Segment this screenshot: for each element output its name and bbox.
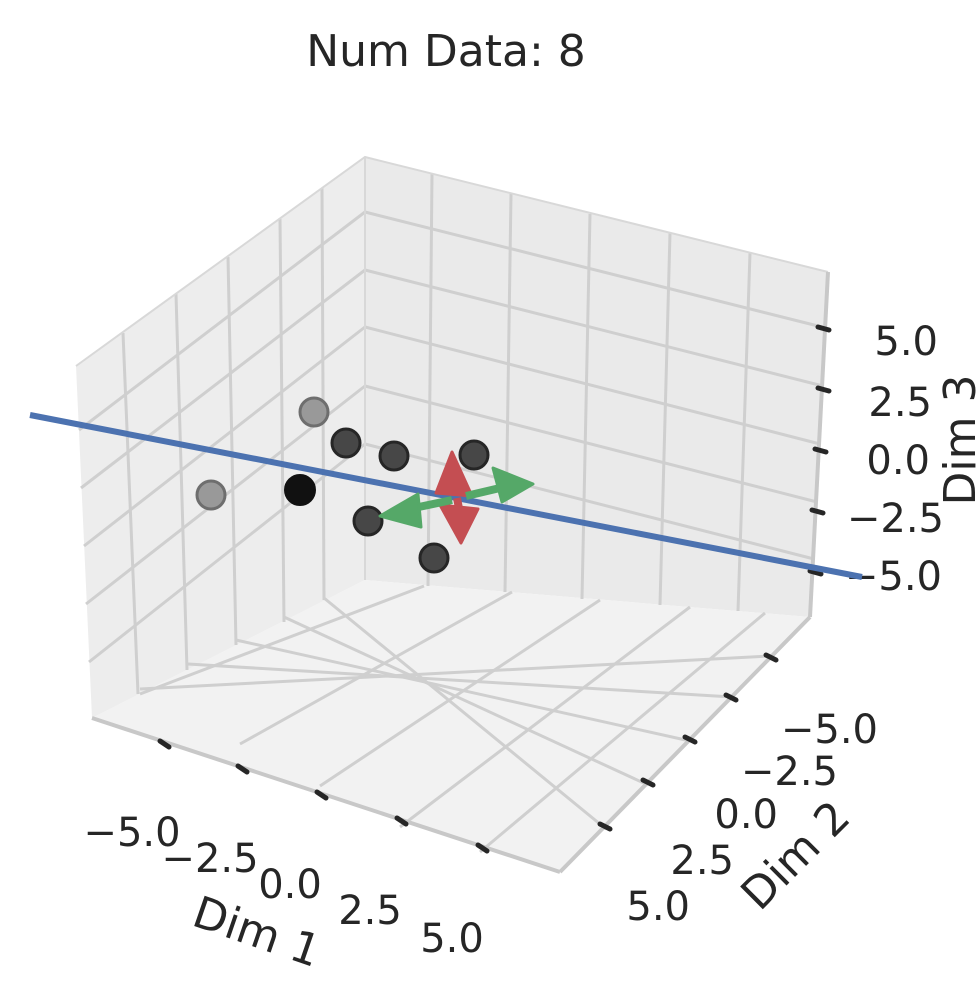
z-tick-mark bbox=[807, 568, 824, 577]
grid-line bbox=[364, 442, 815, 561]
grid-line bbox=[226, 256, 238, 646]
y-tick-label: 5.0 bbox=[626, 884, 690, 930]
z-tick-mark bbox=[815, 385, 832, 394]
grid-line bbox=[319, 598, 601, 788]
x-tick-mark bbox=[394, 815, 409, 827]
data-point bbox=[330, 427, 362, 459]
z-tick-label: 0.0 bbox=[866, 438, 930, 484]
y-tick-mark bbox=[640, 777, 656, 788]
y-tick-label: −2.5 bbox=[741, 749, 838, 795]
tick-marks bbox=[157, 324, 832, 854]
data-point bbox=[284, 474, 316, 506]
z-tick-mark bbox=[809, 507, 826, 516]
grid-line bbox=[88, 442, 366, 664]
green-arrow-left bbox=[378, 492, 423, 529]
x-tick-mark bbox=[314, 789, 329, 801]
x-tick-mark bbox=[235, 763, 250, 775]
red-arrow-down bbox=[438, 503, 480, 545]
x-tick-label: 0.0 bbox=[258, 862, 322, 908]
grid-line bbox=[479, 611, 766, 854]
grid-line bbox=[80, 268, 366, 490]
y-tick-labels: −5.0 −2.5 0.0 2.5 5.0 bbox=[626, 707, 878, 930]
x-tick-mark bbox=[157, 738, 172, 750]
y-tick-mark bbox=[682, 734, 698, 745]
grid-line bbox=[323, 596, 607, 831]
grid-line bbox=[580, 213, 592, 600]
grid-line bbox=[235, 638, 691, 743]
x-tick-labels: −5.0 −2.5 0.0 2.5 5.0 bbox=[83, 810, 483, 962]
data-points bbox=[195, 396, 490, 574]
green-arrow-right bbox=[491, 466, 535, 504]
data-point bbox=[352, 505, 384, 537]
grid-line bbox=[364, 268, 824, 388]
principal-line bbox=[29, 412, 863, 580]
grid-line bbox=[503, 193, 513, 593]
grid-line bbox=[426, 173, 434, 587]
grid-line bbox=[174, 293, 189, 671]
y-axis-line bbox=[558, 615, 812, 874]
x-tick-label: −5.0 bbox=[83, 810, 180, 856]
data-point bbox=[378, 440, 410, 472]
z-axis-label: Dim 3 bbox=[935, 375, 977, 506]
z-tick-mark bbox=[812, 446, 829, 455]
grid-line bbox=[187, 662, 733, 699]
z-tick-label: 2.5 bbox=[868, 380, 932, 426]
y-tick-mark bbox=[763, 652, 779, 663]
z-tick-label: −2.5 bbox=[847, 496, 944, 542]
grid-line bbox=[78, 210, 366, 432]
z-tick-mark bbox=[815, 324, 832, 333]
y-tick-label: 2.5 bbox=[670, 838, 734, 884]
y-tick-mark bbox=[597, 821, 613, 832]
grid-line bbox=[139, 654, 771, 691]
grid-line bbox=[239, 590, 513, 746]
back-left-pane bbox=[76, 157, 365, 718]
grid-line bbox=[364, 384, 818, 504]
grid-line bbox=[399, 605, 691, 829]
x-tick-mark bbox=[475, 842, 490, 854]
x-tick-label: 2.5 bbox=[338, 888, 402, 934]
red-arrow-up bbox=[434, 450, 474, 498]
y-tick-label: −5.0 bbox=[781, 707, 878, 753]
grid-line bbox=[364, 325, 821, 446]
x-tick-label: −2.5 bbox=[161, 836, 258, 882]
grid-line bbox=[83, 325, 366, 548]
grid-line bbox=[283, 615, 649, 787]
z-tick-label: 5.0 bbox=[874, 319, 938, 365]
green-arrows bbox=[378, 466, 535, 529]
grid-line bbox=[139, 584, 425, 696]
chart-title: Num Data: 8 bbox=[306, 26, 586, 77]
data-point bbox=[418, 542, 450, 574]
data-point bbox=[458, 439, 490, 471]
grid-line bbox=[364, 210, 827, 330]
green-arrow-shaft bbox=[465, 484, 501, 500]
z-tick-labels: 5.0 2.5 0.0 −2.5 −5.0 bbox=[845, 319, 944, 600]
red-arrows bbox=[434, 450, 480, 545]
grid-line bbox=[658, 232, 672, 606]
grid-line bbox=[320, 187, 326, 601]
data-point bbox=[195, 479, 227, 511]
y-tick-mark bbox=[723, 692, 739, 703]
grid-line bbox=[278, 218, 286, 623]
data-point bbox=[298, 396, 330, 428]
x-tick-label: 5.0 bbox=[420, 916, 484, 962]
y-tick-label: 0.0 bbox=[714, 792, 778, 838]
